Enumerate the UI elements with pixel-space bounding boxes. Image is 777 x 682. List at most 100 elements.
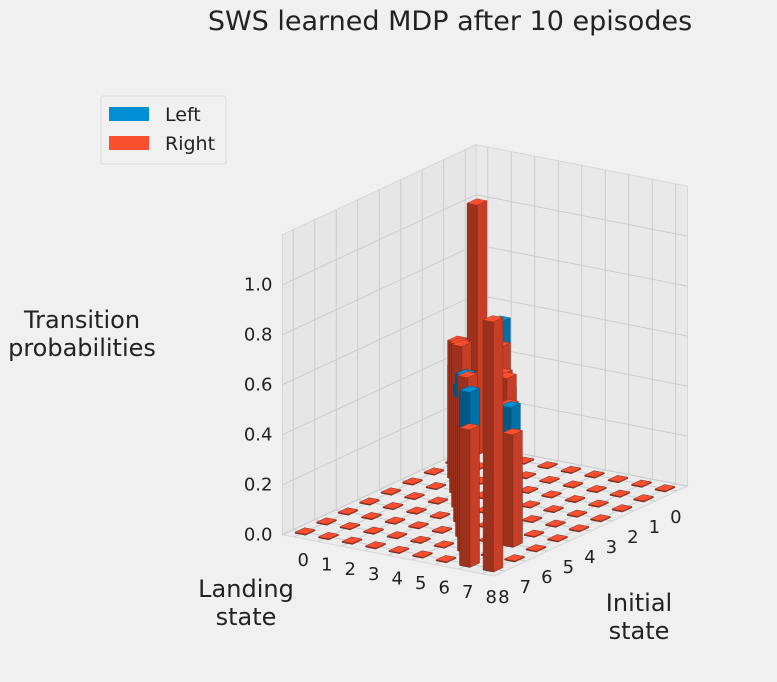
x-tick-label: 6 bbox=[541, 567, 552, 588]
bar-top bbox=[585, 485, 608, 493]
bar-top bbox=[341, 536, 363, 544]
gridline bbox=[282, 444, 477, 536]
bar-top bbox=[589, 514, 612, 522]
bar-right-8-8 bbox=[482, 315, 504, 573]
bar-right-0-3 bbox=[401, 477, 424, 486]
bar-top bbox=[540, 490, 563, 498]
bar-right-0-4 bbox=[380, 487, 402, 496]
bar-top bbox=[450, 339, 473, 347]
y-tick-label: 1 bbox=[321, 555, 332, 576]
bar-top bbox=[294, 527, 316, 535]
bar-top bbox=[403, 492, 426, 500]
bar-top bbox=[431, 525, 453, 533]
bars bbox=[294, 198, 676, 573]
bar-right-7-8 bbox=[458, 423, 481, 568]
y-tick-label: 0 bbox=[297, 550, 308, 571]
bar-right-4-6 bbox=[431, 525, 453, 534]
legend: Left Right bbox=[100, 95, 227, 165]
y-axis-label-line: state bbox=[609, 617, 670, 645]
bar-right-1-5 bbox=[382, 502, 404, 511]
bar-top bbox=[546, 534, 569, 542]
y-tick-label: 7 bbox=[462, 582, 473, 603]
z-tick-label: 0.4 bbox=[244, 425, 273, 446]
y-tick-label: 5 bbox=[415, 573, 426, 594]
bar-right-2-5 bbox=[405, 506, 428, 515]
bar-right-0-8 bbox=[294, 527, 316, 536]
bar-right-3-0 bbox=[536, 461, 559, 470]
x-tick-label: 5 bbox=[563, 557, 574, 578]
bar-right-8-4 bbox=[568, 524, 590, 533]
bar-right-7-1 bbox=[609, 489, 631, 498]
bar-top bbox=[654, 484, 676, 492]
bar-right-4-7 bbox=[409, 535, 432, 544]
bar-top bbox=[611, 504, 633, 512]
z-axis-label-line: probabilities bbox=[8, 334, 156, 362]
gridline bbox=[282, 244, 477, 336]
z-axis-label: Transition probabilities bbox=[8, 306, 156, 362]
z-axis-label-line: Transition bbox=[23, 306, 140, 334]
bar-top bbox=[562, 480, 584, 488]
legend-label-left: Left bbox=[165, 104, 201, 126]
bar-top bbox=[429, 511, 451, 519]
bar-right-6-4 bbox=[521, 515, 543, 524]
y-axis-label-line: Initial bbox=[606, 589, 672, 617]
bar-top bbox=[542, 505, 565, 513]
bar-right-3-6 bbox=[407, 521, 430, 530]
bar-top bbox=[456, 371, 479, 379]
bar-right-0-6 bbox=[337, 507, 359, 516]
bar-right-6-1 bbox=[585, 485, 608, 494]
bar-top bbox=[425, 482, 447, 490]
bar-top bbox=[503, 554, 526, 562]
legend-swatch-right bbox=[109, 136, 149, 150]
bar-right-3-8 bbox=[364, 541, 387, 550]
bar-top bbox=[458, 423, 481, 431]
z-tick-label: 0.2 bbox=[244, 475, 273, 496]
bar-right-2-4 bbox=[427, 496, 449, 505]
bar-top bbox=[315, 517, 338, 525]
bar-right-7-5 bbox=[523, 529, 545, 538]
bar-face bbox=[482, 319, 494, 573]
bar-right-8-2 bbox=[611, 504, 633, 513]
bar-right-5-0 bbox=[583, 470, 606, 479]
bar-top bbox=[566, 509, 588, 517]
gridline bbox=[282, 344, 477, 436]
bar-right-6-8 bbox=[435, 555, 457, 564]
bar-top bbox=[388, 545, 410, 553]
bar-top bbox=[583, 470, 606, 478]
bar-face bbox=[512, 430, 523, 548]
bar-top bbox=[536, 461, 559, 469]
y-tick-label: 4 bbox=[391, 568, 402, 589]
chart-title: SWS learned MDP after 10 episodes bbox=[208, 6, 692, 37]
bar-right-6-3 bbox=[542, 505, 565, 514]
bar-top bbox=[433, 540, 455, 548]
bar-right-8-1 bbox=[632, 494, 655, 503]
bar-top bbox=[630, 479, 653, 487]
y-tick-label: 6 bbox=[438, 578, 449, 599]
legend-label-right: Right bbox=[165, 133, 215, 155]
bar-right-5-1 bbox=[562, 480, 584, 489]
z-tick-label: 1.0 bbox=[244, 275, 273, 296]
gridline bbox=[475, 244, 688, 287]
bar-top bbox=[501, 428, 524, 436]
bar-right-1-3 bbox=[425, 482, 447, 491]
bar-top bbox=[560, 465, 582, 473]
bar-top bbox=[364, 541, 387, 549]
bar-top bbox=[423, 467, 445, 475]
bar-top bbox=[386, 531, 408, 539]
bar-right-6-0 bbox=[607, 475, 629, 484]
bar-top bbox=[401, 477, 424, 485]
bar-right-7-0 bbox=[630, 479, 653, 488]
bar-right-0-7 bbox=[315, 517, 338, 526]
gridline bbox=[475, 344, 688, 387]
bar-right-7-3 bbox=[566, 509, 588, 518]
bar-top bbox=[317, 532, 340, 540]
gridline bbox=[282, 194, 477, 286]
z-tick-label: 0.6 bbox=[244, 375, 273, 396]
bar-right-5-7 bbox=[433, 540, 455, 549]
bar-top bbox=[538, 475, 561, 483]
bar-right-5-8 bbox=[411, 550, 434, 559]
bar-right-2-6 bbox=[384, 516, 406, 525]
z-tick-label: 0.0 bbox=[244, 525, 273, 546]
bar-right-8-0 bbox=[654, 484, 676, 493]
